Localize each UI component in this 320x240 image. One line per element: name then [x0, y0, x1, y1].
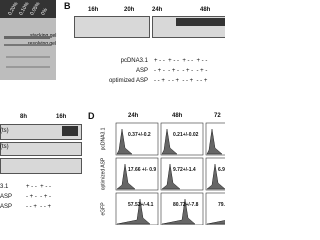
row-label: optimized ASP	[108, 78, 148, 84]
gel-header	[0, 0, 56, 18]
signs: - - + - - +	[26, 204, 52, 210]
percent-label: 0.37+/-0.2	[128, 132, 151, 138]
histogram	[116, 198, 151, 225]
percent-label: 0.21+/-0.02	[173, 132, 199, 138]
blot	[0, 142, 82, 156]
row-label: ASP	[135, 68, 148, 74]
signs: - - + - - + - - + - - +	[154, 78, 208, 84]
histogram	[206, 128, 223, 155]
percent-label: 6.9	[218, 167, 225, 173]
time-label: 24h	[152, 7, 163, 13]
histogram	[116, 163, 136, 190]
signs: + - - + - - + - - + - -	[154, 58, 208, 64]
histogram	[116, 128, 133, 155]
percent-label: 57.52+/-4.1	[128, 202, 154, 208]
row-label: ASP	[0, 204, 13, 210]
panel-letter: D	[88, 111, 95, 121]
row-label: pcDNA3.1	[100, 127, 107, 151]
histogram	[206, 220, 225, 225]
time-label: 48h	[172, 113, 183, 119]
blot-label: (ts)	[0, 128, 9, 134]
percent-label: 79.3	[218, 202, 225, 208]
percent-label: 9.72+/-1.4	[173, 167, 196, 173]
time-label: 20h	[124, 7, 135, 13]
signs: + - - + - -	[26, 184, 52, 190]
row-label: 3.1	[0, 184, 9, 190]
signs: - + - - + - - + - - + -	[154, 68, 208, 74]
blot-label: (ts)	[0, 144, 9, 150]
gel-bands	[4, 36, 50, 68]
percent-label: 80.72+/-7.8	[173, 202, 199, 208]
time-label: 8h	[20, 114, 28, 120]
time-label: 72	[214, 113, 221, 119]
histogram-frame	[205, 192, 225, 225]
figure: stacking gel resolving gel B D 0.20%0.10…	[0, 0, 225, 225]
blot	[0, 124, 82, 140]
blot	[74, 16, 150, 38]
blot	[0, 158, 82, 174]
panel-letter: B	[64, 1, 71, 11]
row-label: optimized ASP	[100, 157, 107, 191]
histograms	[115, 122, 225, 225]
histogram	[161, 128, 178, 155]
histogram	[206, 163, 225, 190]
histogram	[161, 163, 181, 190]
time-label: 48h	[200, 7, 211, 13]
time-label: 16h	[56, 114, 67, 120]
time-label: 24h	[128, 113, 139, 119]
histogram	[161, 198, 196, 225]
row-label: ASP	[0, 194, 13, 200]
signs: - + - - + -	[26, 194, 52, 200]
row-label: eGFP	[100, 202, 107, 216]
band	[176, 18, 225, 26]
percent-label: 17.66 +/- 0.9	[128, 167, 157, 173]
band	[62, 126, 78, 136]
row-label: pcDNA3.1	[120, 58, 148, 64]
time-label: 16h	[88, 7, 99, 13]
